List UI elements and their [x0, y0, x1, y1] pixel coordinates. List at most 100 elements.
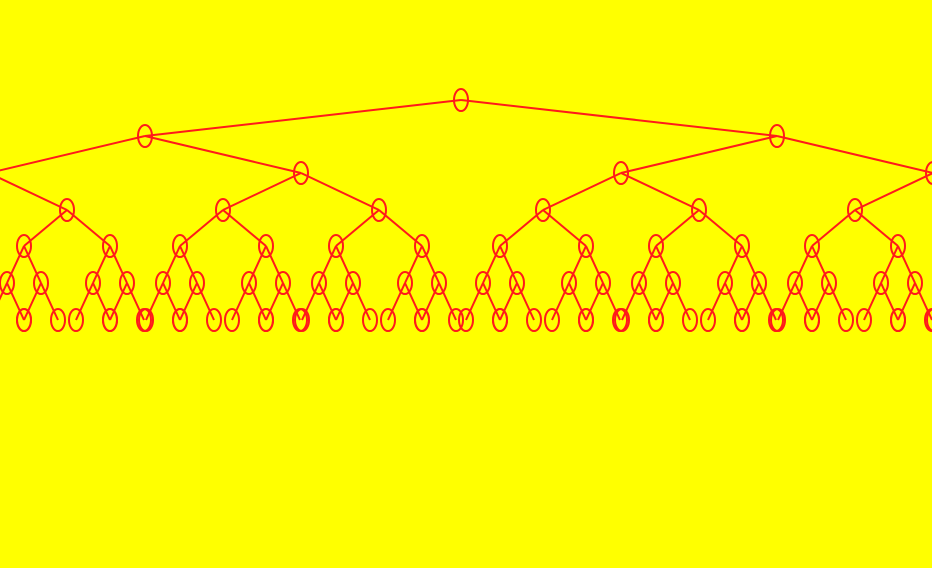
- tree-edge: [620, 135, 778, 174]
- tree-node: [734, 234, 750, 258]
- tree-node: [59, 198, 75, 222]
- tree-node: [397, 271, 413, 295]
- tree-edge: [638, 282, 657, 321]
- tree-node: [890, 308, 906, 332]
- tree-edge: [465, 282, 484, 321]
- tree-edge: [318, 282, 337, 321]
- tree-node: [526, 308, 542, 332]
- tree-edge: [335, 209, 380, 247]
- tree-edge: [811, 282, 830, 321]
- tree-edge: [638, 245, 657, 284]
- tree-edge: [568, 245, 587, 284]
- tree-edge: [741, 282, 760, 321]
- tree-node: [189, 271, 205, 295]
- tree-edge: [811, 245, 830, 284]
- tree-edge: [655, 282, 674, 321]
- tree-edges: [0, 99, 932, 321]
- tree-node: [458, 308, 474, 332]
- tree-edge: [335, 245, 354, 284]
- tree-edge: [880, 245, 899, 284]
- tree-node: [578, 234, 594, 258]
- tree-node: [492, 308, 508, 332]
- tree-edge: [318, 245, 337, 284]
- tree-edge: [854, 209, 899, 247]
- tree-node: [700, 308, 716, 332]
- tree-edge: [542, 209, 587, 247]
- tree-node: [138, 308, 154, 332]
- tree-edge: [144, 135, 302, 174]
- tree-edge: [231, 282, 250, 321]
- tree-node: [137, 124, 153, 148]
- tree-edge: [854, 172, 932, 211]
- tree-edge: [265, 245, 284, 284]
- tree-edge: [724, 282, 743, 321]
- tree-edge: [542, 172, 622, 211]
- tree-node: [258, 234, 274, 258]
- tree-node: [33, 271, 49, 295]
- tree-edge: [23, 282, 42, 321]
- tree-edge: [179, 209, 224, 247]
- tree-node: [856, 308, 872, 332]
- tree-edge: [248, 245, 267, 284]
- tree-edge: [196, 282, 215, 321]
- tree-edge: [109, 282, 128, 321]
- tree-node: [206, 308, 222, 332]
- tree-node: [804, 308, 820, 332]
- tree-edge: [516, 282, 535, 321]
- tree-node: [838, 308, 854, 332]
- tree-node: [414, 234, 430, 258]
- tree-edge: [698, 209, 743, 247]
- tree-node: [102, 308, 118, 332]
- tree-edge: [23, 245, 42, 284]
- tree-node: [328, 234, 344, 258]
- tree-edge: [551, 282, 570, 321]
- tree-edge: [880, 282, 899, 321]
- tree-edge: [404, 282, 423, 321]
- tree-node: [492, 234, 508, 258]
- tree-edge: [707, 282, 726, 321]
- tree-edge: [897, 282, 916, 321]
- tree-node: [50, 308, 66, 332]
- tree-node: [924, 308, 932, 332]
- tree-node: [665, 271, 681, 295]
- tree-node: [631, 271, 647, 295]
- tree-edge: [109, 245, 128, 284]
- tree-edge: [620, 172, 700, 211]
- tree-node: [578, 308, 594, 332]
- tree-edge: [6, 245, 25, 284]
- tree-edge: [776, 135, 932, 174]
- tree-edge: [248, 282, 267, 321]
- tree-nodes: [0, 88, 932, 332]
- tree-node: [787, 271, 803, 295]
- tree-edge: [335, 282, 354, 321]
- tree-edge: [352, 282, 371, 321]
- tree-edge: [672, 282, 691, 321]
- tree-edge: [499, 209, 544, 247]
- tree-node: [751, 271, 767, 295]
- tree-node: [172, 308, 188, 332]
- tree-node: [847, 198, 863, 222]
- tree-edge: [741, 245, 760, 284]
- tree-node: [682, 308, 698, 332]
- tree-edge: [655, 245, 674, 284]
- tree-node: [614, 308, 630, 332]
- tree-edge: [585, 245, 604, 284]
- tree-edge: [568, 282, 587, 321]
- tree-node: [362, 308, 378, 332]
- tree-node: [294, 308, 310, 332]
- tree-edge: [438, 282, 457, 321]
- tree-node: [275, 271, 291, 295]
- tree-node: [328, 308, 344, 332]
- tree-edge: [378, 209, 423, 247]
- tree-node: [224, 308, 240, 332]
- tree-edge: [40, 282, 59, 321]
- tree-node: [925, 161, 932, 185]
- tree-edge: [794, 282, 813, 321]
- tree-edge: [144, 99, 462, 137]
- tree-node: [215, 198, 231, 222]
- tree-edge: [0, 282, 8, 301]
- tree-node: [717, 271, 733, 295]
- tree-node: [16, 234, 32, 258]
